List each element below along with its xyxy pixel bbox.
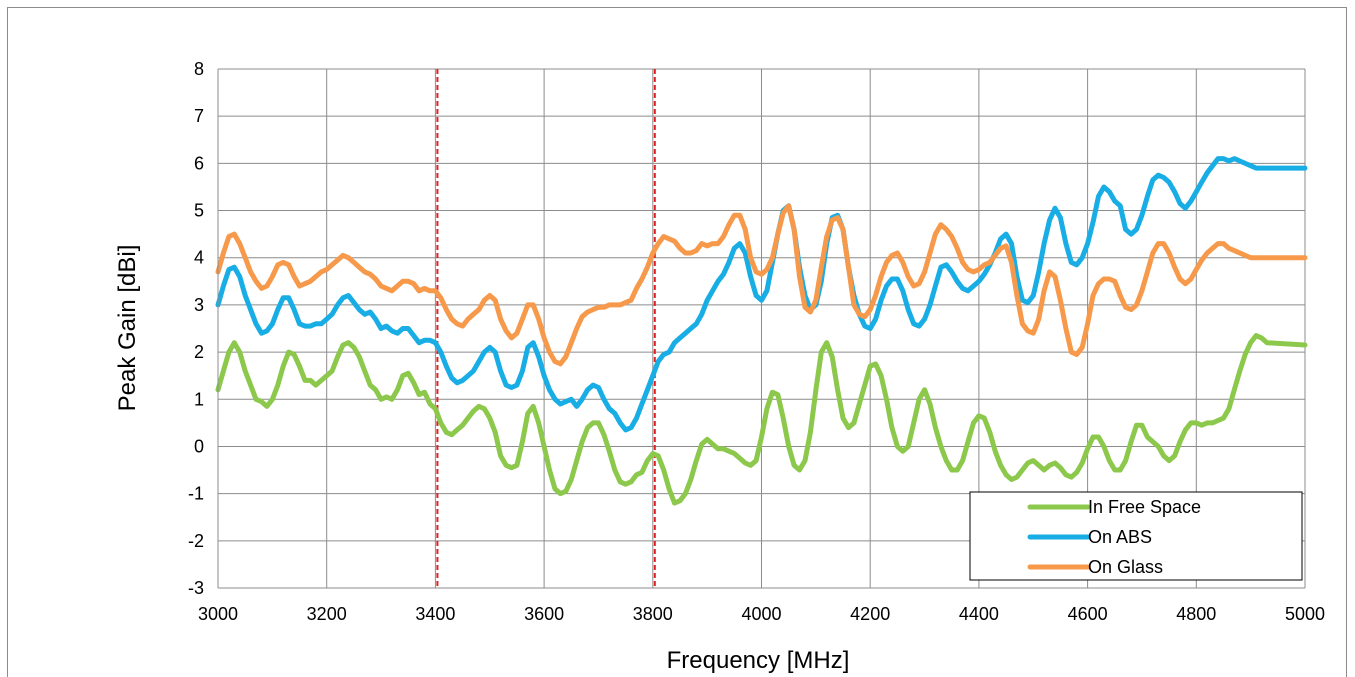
x-tick-label: 5000 (1285, 604, 1325, 624)
x-tick-label: 4400 (959, 604, 999, 624)
y-tick-label: 3 (194, 295, 204, 315)
x-tick-label: 4800 (1176, 604, 1216, 624)
legend: In Free Space On ABS On Glass (969, 491, 1303, 581)
legend-label: In Free Space (1088, 497, 1201, 517)
band-markers (436, 69, 656, 588)
y-tick-label: 0 (194, 436, 204, 456)
x-tick-label: 3200 (307, 604, 347, 624)
y-tick-labels: -3 -2 -1 0 1 2 3 4 5 6 7 8 (188, 59, 204, 598)
series-line (215, 156, 1308, 433)
y-axis-title: Peak Gain [dBi] (114, 245, 141, 412)
x-tick-labels: 3000 3200 3400 3600 3800 4000 4200 4400 4600 4800… (198, 604, 1325, 624)
x-tick-label: 4200 (850, 604, 890, 624)
x-tick-label: 3400 (415, 604, 455, 624)
legend-label: On Glass (1088, 557, 1163, 577)
series-line (215, 333, 1308, 506)
y-tick-label: 5 (194, 201, 204, 221)
y-tick-label: -2 (188, 531, 204, 551)
chart-frame (7, 7, 1347, 677)
x-tick-label: 3000 (198, 604, 238, 624)
y-tick-label: 1 (194, 389, 204, 409)
y-tick-label: 4 (194, 248, 204, 268)
x-tick-label: 3800 (633, 604, 673, 624)
x-axis-title: Frequency [MHz] (667, 647, 850, 674)
y-tick-label: 8 (194, 59, 204, 79)
x-tick-label: 3600 (524, 604, 564, 624)
legend-label: On ABS (1088, 527, 1152, 547)
axes (217, 69, 1305, 589)
y-tick-label: 2 (194, 342, 204, 362)
y-tick-label: 6 (194, 153, 204, 173)
series-lines (215, 156, 1308, 506)
x-tick-label: 4600 (1068, 604, 1108, 624)
legend-box (969, 491, 1303, 581)
y-tick-label: -1 (188, 484, 204, 504)
y-tick-label: 7 (194, 106, 204, 126)
x-tick-label: 4000 (741, 604, 781, 624)
series-line (215, 203, 1308, 367)
y-tick-label: -3 (188, 578, 204, 598)
